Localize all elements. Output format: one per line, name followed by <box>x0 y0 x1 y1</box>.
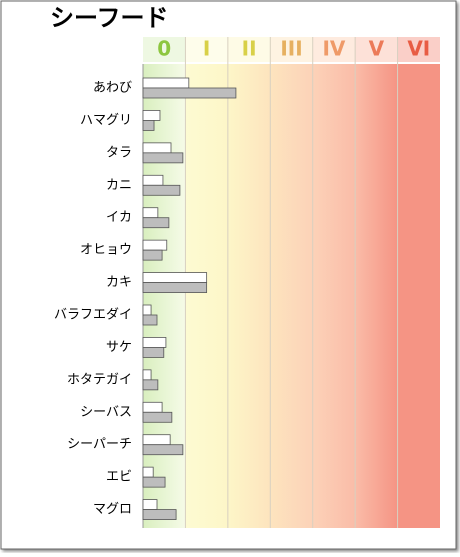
y-tick-label: あわび <box>93 81 132 96</box>
band <box>312 64 356 528</box>
bar <box>142 152 184 164</box>
bar <box>142 444 184 456</box>
x-tick-label: V <box>369 37 385 61</box>
y-tick-label: イカ <box>106 210 132 225</box>
y-tick-label: シーバス <box>80 405 132 420</box>
bar <box>142 282 208 293</box>
band <box>355 64 398 528</box>
x-tick-label: VI <box>407 37 430 61</box>
bar <box>142 110 161 121</box>
band <box>143 64 186 528</box>
y-tick-label: ホタテガイ <box>67 372 132 387</box>
y-tick-label: マグロ <box>93 502 132 517</box>
y-tick-label: エビ <box>106 470 132 485</box>
x-tick-label: IV <box>322 37 345 61</box>
bar <box>142 184 181 196</box>
bar <box>142 466 154 478</box>
band-header <box>355 37 398 62</box>
bar <box>142 217 170 229</box>
bar <box>142 347 165 358</box>
x-tick-label: III <box>280 37 302 61</box>
y-tick-label: カニ <box>106 178 132 193</box>
band-header <box>397 37 440 62</box>
bar <box>142 87 237 99</box>
bar <box>142 499 158 510</box>
band <box>397 64 440 528</box>
bar <box>142 304 152 316</box>
bar <box>142 272 208 283</box>
x-tick-label: II <box>242 37 257 61</box>
bar <box>142 174 164 186</box>
band-header <box>143 37 186 62</box>
x-tick-label: 0 <box>157 37 171 61</box>
y-tick-label: ハマグリ <box>80 113 132 128</box>
bar <box>142 401 163 413</box>
chart-title: シーフード <box>50 4 169 32</box>
y-tick-label: タラ <box>106 145 132 160</box>
x-tick-label: I <box>203 37 210 61</box>
bar <box>142 120 155 131</box>
y-tick-label: サケ <box>106 340 132 355</box>
band-header <box>185 37 228 62</box>
bar <box>142 77 190 89</box>
bar <box>142 314 158 326</box>
bar <box>142 142 172 154</box>
band <box>185 64 228 528</box>
bar <box>142 207 159 219</box>
y-tick-label: バラフエダイ <box>54 308 132 323</box>
y-tick-label: カキ <box>106 275 132 290</box>
bar <box>142 509 177 520</box>
bar <box>142 249 163 261</box>
y-tick-label: シーパーチ <box>67 437 132 452</box>
bar <box>142 337 167 348</box>
band <box>227 64 271 528</box>
band-header <box>312 37 356 62</box>
bar <box>142 369 152 381</box>
bar <box>142 476 166 488</box>
band-header <box>227 37 271 62</box>
band-header <box>270 37 313 62</box>
y-tick-label: オヒョウ <box>80 243 132 258</box>
band <box>270 64 313 528</box>
bar <box>142 411 173 423</box>
bar <box>142 379 159 391</box>
bar <box>142 239 168 251</box>
bar <box>142 434 171 446</box>
